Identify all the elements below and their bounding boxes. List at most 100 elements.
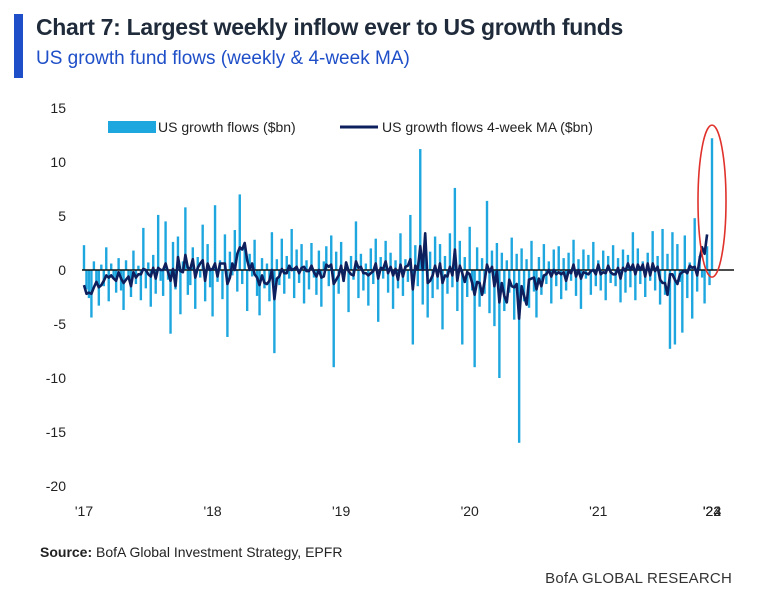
flow-bar [196, 257, 199, 270]
flow-bar [105, 247, 108, 270]
flow-bar [211, 270, 214, 317]
flow-bar [334, 251, 338, 270]
flow-bar [292, 270, 296, 299]
flow-bar [705, 246, 709, 270]
flow-bar [384, 240, 387, 270]
flow-bar [369, 248, 373, 270]
flow-bar [490, 250, 494, 270]
flow-bar [327, 270, 330, 287]
flow-bar [419, 149, 422, 270]
flow-bar [710, 138, 714, 270]
flow-bar [522, 270, 526, 302]
flow-bar [498, 270, 501, 378]
flow-bar [325, 246, 328, 270]
flow-bar [87, 270, 91, 299]
flow-bar [653, 270, 657, 291]
flow-bar [270, 232, 274, 270]
y-tick-label: 10 [50, 154, 66, 170]
flow-bar [389, 252, 392, 270]
flow-bar [253, 239, 256, 270]
flow-bar [231, 270, 234, 276]
flow-bar [552, 249, 555, 270]
flow-bar [117, 258, 120, 270]
flow-bar [154, 270, 157, 294]
flow-bar [258, 270, 261, 316]
flow-bar [421, 270, 424, 305]
flow-bar [636, 248, 640, 270]
flow-bar [176, 236, 180, 270]
flow-bar [82, 245, 86, 270]
flow-bar [535, 270, 538, 318]
flow-bar [347, 270, 350, 313]
brand-footer: BofA GLOBAL RESEARCH [545, 570, 732, 587]
flow-bar [562, 258, 565, 270]
flow-bar [414, 245, 417, 270]
legend-label-bars: US growth flows ($bn) [158, 119, 296, 135]
flow-bar [708, 270, 711, 286]
flow-bar [315, 270, 318, 295]
x-tick-label: '21 [589, 503, 607, 519]
flow-bar [367, 270, 370, 306]
flow-bar [621, 249, 625, 270]
legend-swatch-bars [108, 121, 156, 133]
flow-bar [545, 270, 548, 285]
flow-bar [364, 263, 368, 270]
flow-bar [475, 247, 479, 270]
flow-bar [611, 245, 615, 270]
flow-bar [644, 270, 647, 297]
flow-bar [461, 270, 464, 345]
flow-bar [85, 270, 88, 290]
flow-bar [142, 227, 145, 270]
flow-bar [614, 270, 617, 287]
flow-bar [671, 232, 674, 270]
flow-bar [290, 228, 293, 270]
flow-bar [624, 270, 627, 293]
flow-bar [295, 249, 298, 270]
flow-bar [411, 270, 415, 345]
flow-bar [171, 241, 175, 270]
flow-bar [307, 270, 311, 290]
flow-bar [194, 270, 197, 309]
flow-bar [574, 270, 578, 296]
flow-bar [609, 270, 612, 283]
flow-bar [557, 246, 560, 270]
flow-bar [372, 270, 375, 285]
flow-bar [604, 270, 607, 301]
y-tick-label: 5 [58, 208, 66, 224]
flow-bar [149, 270, 152, 307]
flow-bar [186, 270, 190, 295]
flow-bar [569, 270, 573, 281]
flow-bar [127, 270, 130, 277]
chart-subtitle: US growth fund flows (weekly & 4-week MA… [36, 48, 410, 69]
y-tick-label: -5 [54, 316, 67, 332]
flow-bar [629, 270, 632, 288]
flow-bar [681, 270, 684, 333]
flow-bar [100, 264, 103, 270]
flow-bar [300, 244, 303, 270]
x-tick-label: '24 [703, 503, 721, 519]
flow-bar [255, 270, 259, 296]
flow-bar [409, 214, 412, 270]
flow-bar [530, 240, 533, 270]
flow-bar [416, 270, 419, 287]
flow-bar [379, 257, 382, 270]
flow-bar [337, 270, 340, 294]
flow-bar [245, 270, 249, 312]
flow-bar [184, 207, 187, 270]
flow-bar [406, 270, 410, 282]
flow-bar [466, 270, 469, 297]
flow-bar [280, 238, 283, 270]
flow-bar [139, 270, 143, 301]
y-tick-label: -20 [46, 478, 66, 494]
flow-bar [559, 270, 563, 300]
flow-bar [673, 270, 677, 345]
flow-bar [233, 230, 237, 270]
flow-bar [634, 270, 637, 301]
flow-bar [438, 244, 442, 270]
flow-bar [285, 255, 288, 270]
y-tick-label: -15 [46, 424, 66, 440]
flow-bar [606, 255, 610, 270]
flow-bar [169, 270, 172, 334]
flow-bar [374, 238, 377, 270]
flow-bar [572, 239, 575, 270]
